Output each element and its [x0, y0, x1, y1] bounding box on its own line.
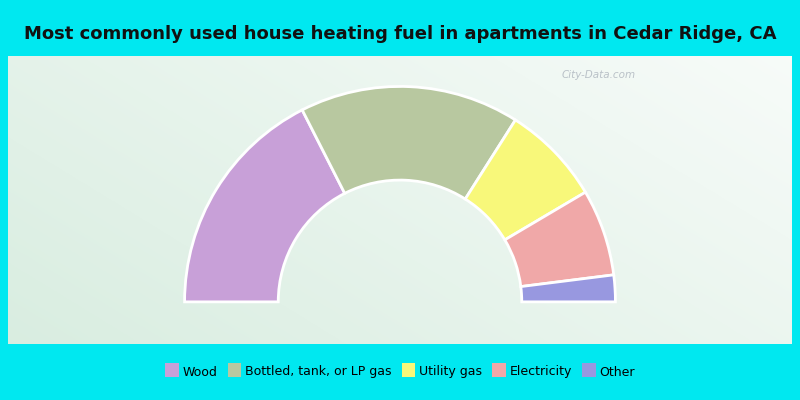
Text: Most commonly used house heating fuel in apartments in Cedar Ridge, CA: Most commonly used house heating fuel in…: [24, 25, 776, 43]
Wedge shape: [466, 120, 586, 240]
Text: City-Data.com: City-Data.com: [562, 70, 636, 80]
Wedge shape: [505, 192, 614, 286]
Wedge shape: [302, 86, 515, 199]
Wedge shape: [185, 110, 345, 302]
Wedge shape: [521, 275, 615, 302]
Legend: Wood, Bottled, tank, or LP gas, Utility gas, Electricity, Other: Wood, Bottled, tank, or LP gas, Utility …: [162, 362, 638, 382]
